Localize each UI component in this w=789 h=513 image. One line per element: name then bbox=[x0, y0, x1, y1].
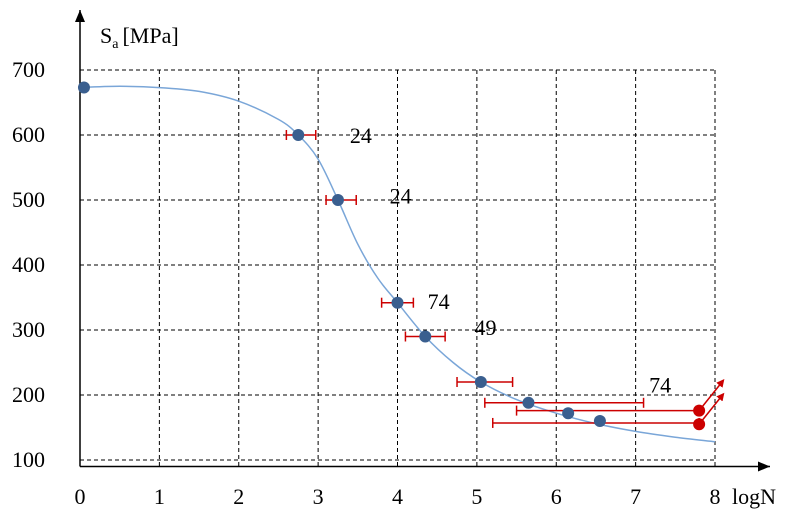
data-point bbox=[391, 296, 404, 309]
fitted-curve bbox=[79, 85, 716, 443]
y-axis-arrow-icon bbox=[75, 10, 85, 22]
data-point bbox=[419, 330, 432, 343]
annotation-label: 24 bbox=[350, 123, 372, 148]
annotation-label: 74 bbox=[649, 373, 671, 398]
y-axis-label-sub: a bbox=[112, 37, 119, 52]
data-point bbox=[77, 81, 90, 94]
y-tick-label: 500 bbox=[12, 187, 45, 212]
x-tick-label: 6 bbox=[551, 484, 562, 509]
runout-point bbox=[693, 404, 706, 417]
annotation-label: 24 bbox=[390, 183, 412, 208]
error-bars-group bbox=[285, 130, 700, 428]
y-axis-label-unit: [MPa] bbox=[122, 23, 178, 48]
y-axis-label-main: S bbox=[100, 23, 112, 48]
x-tick-label: 4 bbox=[392, 484, 403, 509]
annotation-label: 49 bbox=[474, 315, 496, 340]
data-point bbox=[522, 396, 535, 409]
x-axis-arrow-icon bbox=[758, 461, 770, 472]
x-tick-label: 8 bbox=[710, 484, 721, 509]
y-axis-label: Sa [MPa] bbox=[100, 23, 179, 52]
y-tick-label: 200 bbox=[12, 382, 45, 407]
x-tick-label: 7 bbox=[630, 484, 641, 509]
y-tick-label: 400 bbox=[12, 252, 45, 277]
runout-point bbox=[693, 418, 706, 431]
labels-group: 100 200 300 400 500 600 700 0 1 2 3 4 5 6 7 8 24 24 74 49 74 bbox=[12, 57, 721, 509]
x-tick-label: 0 bbox=[75, 484, 86, 509]
axes bbox=[75, 10, 770, 472]
runout-arrow-icon bbox=[698, 392, 725, 425]
x-tick-label: 2 bbox=[233, 484, 244, 509]
data-point bbox=[331, 194, 344, 206]
data-point bbox=[593, 415, 606, 427]
x-tick-label: 5 bbox=[471, 484, 482, 509]
grid bbox=[80, 69, 716, 467]
x-tick-label: 3 bbox=[313, 484, 324, 509]
fitted-curve-group bbox=[79, 85, 716, 443]
y-tick-label: 300 bbox=[12, 317, 45, 342]
y-tick-label: 600 bbox=[12, 122, 45, 147]
y-tick-label: 700 bbox=[12, 57, 45, 82]
annotation-label: 74 bbox=[428, 289, 450, 314]
runout-arrow-icon bbox=[698, 379, 725, 412]
data-points-group bbox=[77, 81, 725, 431]
x-tick-label: 1 bbox=[154, 484, 165, 509]
data-point bbox=[562, 407, 575, 420]
data-point bbox=[474, 376, 487, 388]
x-axis-label: logN bbox=[732, 484, 776, 509]
y-tick-label: 100 bbox=[12, 447, 45, 472]
data-point bbox=[292, 129, 305, 141]
